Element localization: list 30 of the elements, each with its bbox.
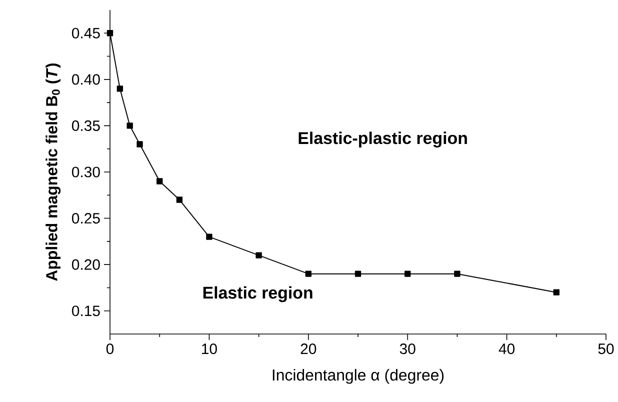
x-tick-label: 40 bbox=[498, 344, 515, 354]
annotation: Elastic-plastic region bbox=[298, 132, 467, 148]
point bbox=[136, 141, 143, 148]
point bbox=[176, 196, 183, 203]
point bbox=[256, 252, 262, 258]
x-tick-label: 20 bbox=[300, 344, 316, 354]
y-tick-label: 0.30 bbox=[72, 166, 100, 178]
y-tick-label: 0.45 bbox=[72, 28, 100, 38]
annotation: Elastic region bbox=[203, 286, 312, 302]
y-tick-label: 0.40 bbox=[72, 74, 100, 85]
x-tick-label: 30 bbox=[400, 344, 416, 354]
y-tick-label: 0.25 bbox=[72, 212, 100, 224]
point bbox=[126, 122, 133, 129]
point bbox=[553, 289, 560, 296]
point bbox=[404, 270, 411, 277]
point bbox=[206, 234, 212, 240]
point bbox=[106, 30, 114, 36]
x-tick-label: 0 bbox=[106, 344, 114, 354]
y-tick-label: 0.35 bbox=[72, 120, 100, 131]
x-tick-label: 10 bbox=[202, 344, 217, 354]
point bbox=[354, 270, 362, 277]
point bbox=[156, 178, 163, 184]
y-axis-title: Applied magnetic field B$_{0}$ (T) bbox=[46, 63, 61, 281]
point bbox=[116, 86, 124, 92]
y-tick-label: 0.15 bbox=[72, 306, 100, 316]
point bbox=[454, 270, 460, 277]
point bbox=[305, 270, 312, 277]
x-axis-title: Incidentangle α (degree) bbox=[272, 368, 444, 384]
x-tick-label: 50 bbox=[598, 344, 614, 354]
y-tick-label: 0.20 bbox=[72, 259, 100, 270]
